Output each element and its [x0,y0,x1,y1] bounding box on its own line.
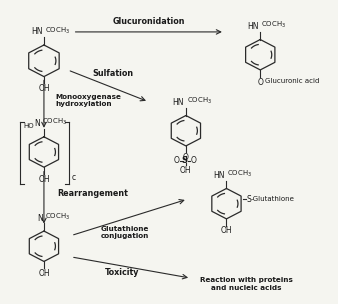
Text: Monooxygenase
hydroxylation: Monooxygenase hydroxylation [56,94,122,107]
Text: $\mathregular{COCH_3}$: $\mathregular{COCH_3}$ [45,211,70,222]
Text: O: O [173,156,179,165]
Text: O: O [257,78,263,87]
Text: -Glutathione: -Glutathione [251,196,295,202]
Text: $\mathregular{COCH_3}$: $\mathregular{COCH_3}$ [187,96,212,106]
Text: OH: OH [38,84,50,93]
Text: HO: HO [23,123,34,129]
Text: Reaction with proteins
and nucleic acids: Reaction with proteins and nucleic acids [200,278,293,291]
Text: Glucuronic acid: Glucuronic acid [265,78,320,84]
Text: OH: OH [38,175,50,184]
Text: $\mathregular{COCH_3}$: $\mathregular{COCH_3}$ [261,20,286,30]
Text: N: N [37,213,43,223]
Text: c: c [72,173,76,182]
Text: Sulfation: Sulfation [93,68,134,78]
Text: Toxicity: Toxicity [104,268,139,277]
Text: $\mathregular{COCH_3}$: $\mathregular{COCH_3}$ [42,117,68,127]
Text: O: O [183,153,189,162]
Text: HN: HN [247,22,259,31]
Text: S: S [247,195,251,204]
Text: $\mathregular{COCH_3}$: $\mathregular{COCH_3}$ [45,25,70,36]
Text: $\mathregular{COCH_3}$: $\mathregular{COCH_3}$ [227,169,252,179]
Text: OH: OH [180,166,192,175]
Text: N: N [34,119,40,128]
Text: Glucuronidation: Glucuronidation [113,17,185,26]
Text: HN: HN [213,171,225,180]
Text: S: S [181,156,187,165]
Text: Rearrangement: Rearrangement [57,188,128,198]
Text: OH: OH [38,269,50,278]
Text: HN: HN [31,27,42,36]
Text: HN: HN [173,98,184,107]
Text: Glutathione
conjugation: Glutathione conjugation [101,226,149,239]
Text: O: O [190,156,196,165]
Text: OH: OH [221,226,232,236]
